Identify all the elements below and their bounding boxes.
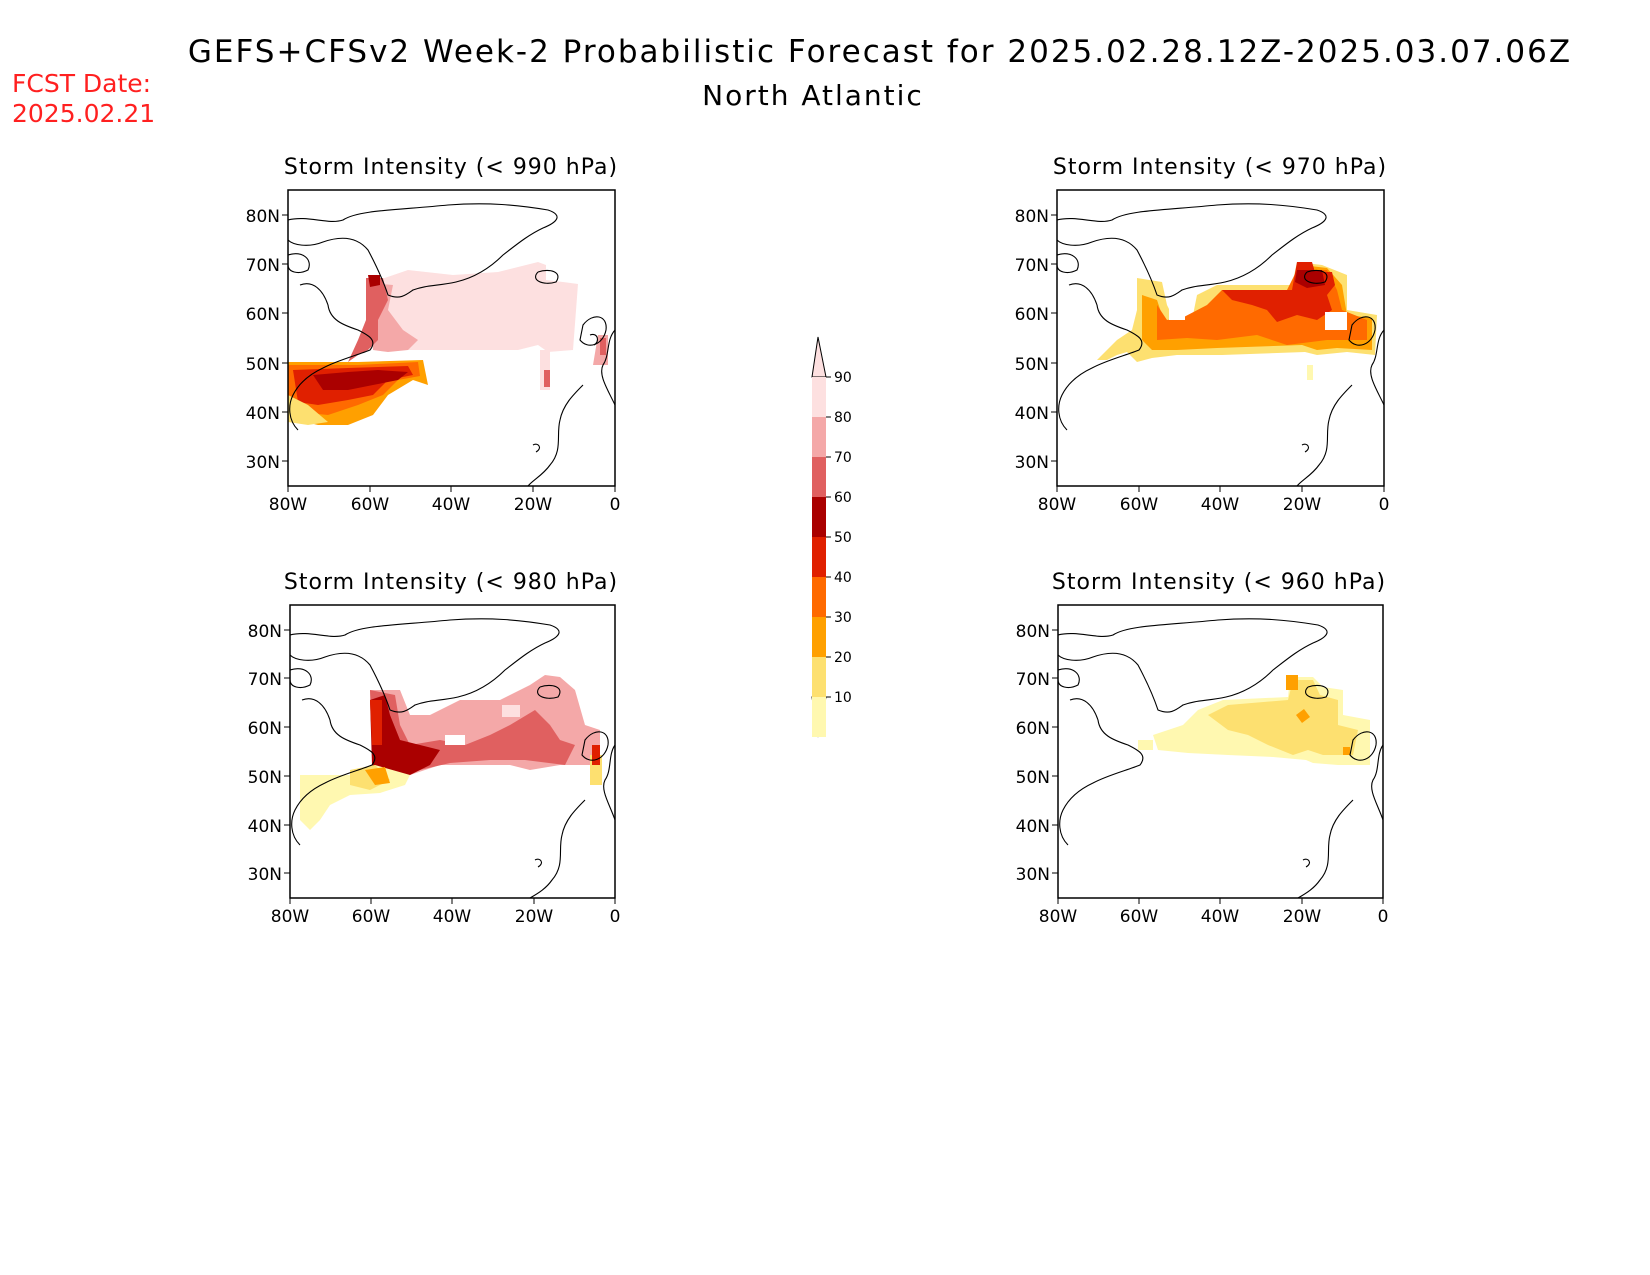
lon-label: 40W bbox=[1201, 495, 1240, 515]
lon-label: 20W bbox=[1283, 495, 1322, 515]
lat-label: 40N bbox=[246, 404, 280, 424]
panel-960hpa: Storm Intensity (< 960 hPa) bbox=[1016, 570, 1389, 927]
lon-label: 60W bbox=[1120, 495, 1159, 515]
lat-label: 50N bbox=[246, 355, 280, 375]
colorbar-swatch bbox=[812, 697, 826, 737]
panel-980hpa: Storm Intensity (< 980 hPa) bbox=[248, 570, 621, 927]
lat-label: 40N bbox=[248, 817, 282, 837]
lat-label: 80N bbox=[1015, 207, 1049, 227]
colorbar-swatch bbox=[812, 377, 826, 417]
colorbar-swatch bbox=[812, 537, 826, 577]
lat-label: 40N bbox=[1016, 817, 1050, 837]
colorbar-label: 70 bbox=[834, 450, 852, 466]
lat-label: 60N bbox=[248, 719, 282, 739]
probability-shading bbox=[1138, 675, 1370, 765]
lon-label: 60W bbox=[352, 907, 391, 927]
lat-label: 40N bbox=[1015, 404, 1049, 424]
lon-axis: 80W 60W 40W 20W 0 bbox=[1039, 898, 1389, 927]
panel-title: Storm Intensity (< 970 hPa) bbox=[1053, 155, 1387, 180]
colorbar-swatch bbox=[812, 497, 826, 537]
colorbar: 90 80 70 60 50 40 30 20 10 bbox=[811, 336, 852, 738]
colorbar-label: 20 bbox=[834, 650, 852, 666]
colorbar-swatch bbox=[812, 617, 826, 657]
colorbar-label: 80 bbox=[834, 410, 852, 426]
lon-label: 0 bbox=[1379, 495, 1390, 515]
lon-axis: 80W 60W 40W 20W 0 bbox=[1038, 486, 1390, 515]
lat-label: 80N bbox=[246, 207, 280, 227]
lon-label: 0 bbox=[610, 907, 621, 927]
lat-axis: 80N 70N 60N 50N 40N 30N bbox=[248, 622, 290, 885]
lat-label: 60N bbox=[1016, 719, 1050, 739]
panel-title: Storm Intensity (< 990 hPa) bbox=[284, 155, 618, 180]
lat-label: 50N bbox=[1016, 768, 1050, 788]
lat-label: 30N bbox=[248, 865, 282, 885]
fcst-date-value: 2025.02.21 bbox=[12, 99, 155, 128]
lat-label: 70N bbox=[1015, 256, 1049, 276]
coastlines bbox=[288, 203, 615, 486]
colorbar-top-cap bbox=[811, 336, 827, 378]
panel-970hpa: Storm Intensity (< 970 hPa) bbox=[1015, 155, 1390, 515]
colorbar-label: 10 bbox=[834, 690, 852, 706]
lat-label: 80N bbox=[1016, 622, 1050, 642]
colorbar-label: 40 bbox=[834, 570, 852, 586]
colorbar-swatch bbox=[812, 577, 826, 617]
lon-axis: 80W 60W 40W 20W 0 bbox=[271, 898, 621, 927]
lat-axis: 80N 70N 60N 50N 40N 30N bbox=[1016, 622, 1058, 885]
panel-title: Storm Intensity (< 980 hPa) bbox=[284, 570, 618, 595]
lon-label: 0 bbox=[610, 495, 621, 515]
lon-label: 80W bbox=[1039, 907, 1078, 927]
lat-label: 30N bbox=[1015, 453, 1049, 473]
coastlines bbox=[1057, 203, 1384, 486]
lon-label: 20W bbox=[515, 907, 554, 927]
colorbar-swatch bbox=[812, 457, 826, 497]
lon-label: 40W bbox=[1201, 907, 1240, 927]
lon-label: 80W bbox=[271, 907, 310, 927]
panel-title: Storm Intensity (< 960 hPa) bbox=[1052, 570, 1386, 595]
fcst-date-label: FCST Date: bbox=[12, 69, 151, 98]
lon-label: 80W bbox=[1038, 495, 1077, 515]
lon-axis: 80W 60W 40W 20W 0 bbox=[269, 486, 621, 515]
colorbar-swatch bbox=[812, 657, 826, 697]
lon-label: 20W bbox=[514, 495, 553, 515]
probability-shading bbox=[1097, 262, 1377, 380]
figure-subtitle: North Atlantic bbox=[702, 79, 924, 112]
lat-label: 70N bbox=[246, 256, 280, 276]
lat-label: 50N bbox=[1015, 355, 1049, 375]
lon-label: 20W bbox=[1283, 907, 1322, 927]
figure-title: GEFS+CFSv2 Week-2 Probabilistic Forecast… bbox=[188, 34, 1572, 70]
lat-axis: 80N 70N 60N 50N 40N 30N bbox=[246, 207, 288, 473]
lat-label: 70N bbox=[1016, 670, 1050, 690]
lat-label: 60N bbox=[1015, 305, 1049, 325]
lon-label: 60W bbox=[351, 495, 390, 515]
colorbar-swatch bbox=[812, 417, 826, 457]
lat-label: 50N bbox=[248, 768, 282, 788]
coastlines bbox=[1058, 618, 1383, 898]
lon-label: 60W bbox=[1120, 907, 1159, 927]
panel-990hpa: Storm Intensity (< 990 hPa) bbox=[246, 155, 621, 515]
probability-shading bbox=[288, 262, 608, 425]
colorbar-label: 30 bbox=[834, 610, 852, 626]
probability-shading bbox=[300, 675, 602, 830]
coastlines bbox=[290, 618, 615, 898]
lon-label: 40W bbox=[432, 495, 471, 515]
lat-label: 70N bbox=[248, 670, 282, 690]
colorbar-label: 50 bbox=[834, 530, 852, 546]
lat-axis: 80N 70N 60N 50N 40N 30N bbox=[1015, 207, 1057, 473]
lon-label: 40W bbox=[433, 907, 472, 927]
colorbar-label: 90 bbox=[834, 370, 852, 386]
lon-label: 80W bbox=[269, 495, 308, 515]
lat-label: 60N bbox=[246, 305, 280, 325]
lat-label: 80N bbox=[248, 622, 282, 642]
lon-label: 0 bbox=[1378, 907, 1389, 927]
colorbar-label: 60 bbox=[834, 490, 852, 506]
lat-label: 30N bbox=[246, 453, 280, 473]
lat-label: 30N bbox=[1016, 865, 1050, 885]
